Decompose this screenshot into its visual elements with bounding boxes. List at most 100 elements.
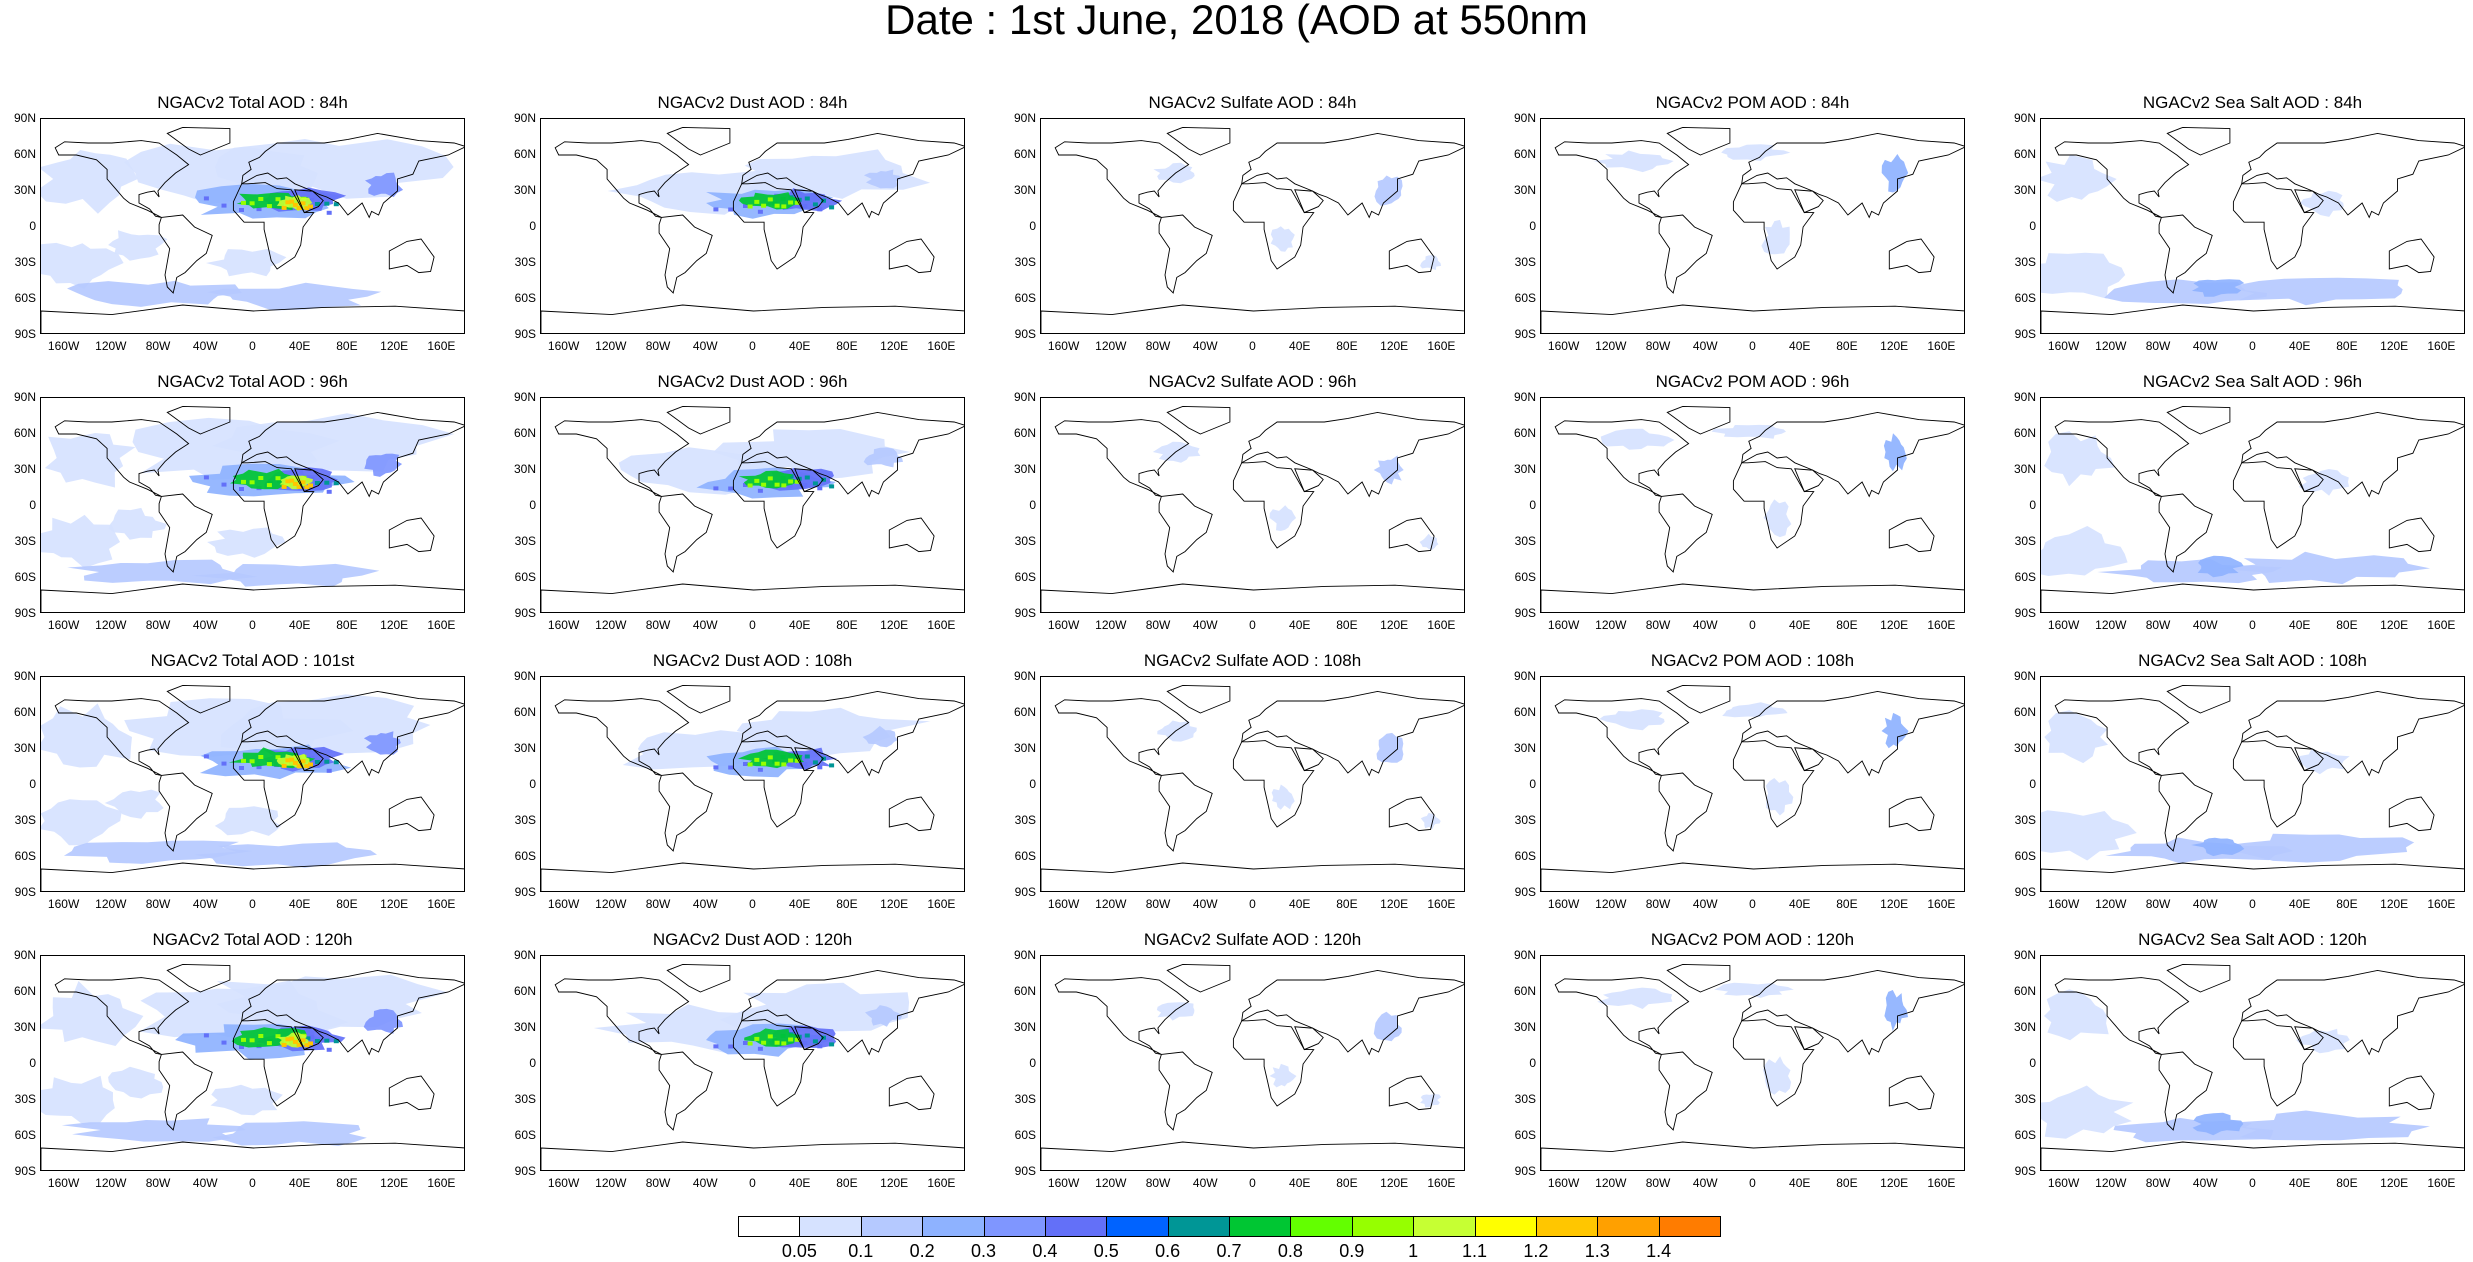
latitude-tick-label: 0: [1029, 1056, 1036, 1070]
latitude-tick-label: 30S: [514, 1092, 536, 1106]
aod-hotspot: [757, 209, 763, 214]
aod-field-patch: [2041, 252, 2126, 299]
map-canvas: [1041, 963, 1464, 1170]
latitude-tick-label: 60S: [14, 570, 36, 584]
latitude-tick-label: 30N: [2013, 1020, 2036, 1034]
coastline: [1794, 1026, 1824, 1051]
longitude-tick-label: 40W: [192, 339, 218, 353]
coastline: [294, 1026, 324, 1051]
coastline: [1732, 461, 1815, 549]
map-canvas: [2041, 405, 2464, 612]
longitude-tick-label: 80W: [645, 1176, 671, 1190]
map-canvas: [41, 126, 464, 333]
aod-hotspot: [249, 480, 255, 485]
aod-field-patch: [2044, 989, 2109, 1041]
latitude-tick-label: 60N: [513, 147, 536, 161]
map-frame: [2040, 397, 2465, 613]
longitude-tick-label: 80E: [1336, 618, 1358, 632]
coastline: [658, 1051, 713, 1131]
latitude-tick-label: 30N: [1013, 1020, 1036, 1034]
latitude-tick-label: 60N: [2013, 984, 2036, 998]
coastline: [1888, 517, 1935, 553]
coastline: [741, 969, 964, 1056]
latitude-tick-label: 60S: [514, 291, 536, 305]
coastline: [1794, 189, 1824, 214]
longitude-tick-label: 80E: [2336, 897, 2358, 911]
longitude-tick-label: 160E: [2427, 1176, 2456, 1190]
colorbar-swatch: [1658, 1216, 1722, 1237]
aod-field-patch: [1157, 720, 1197, 742]
coastline: [1388, 517, 1435, 553]
map-frame: [40, 118, 465, 334]
aod-hotspot: [281, 205, 287, 210]
aod-field-patch: [41, 981, 144, 1046]
longitude-tick-label: 160W: [2047, 618, 2080, 632]
longitude-tick-label: 120E: [2380, 897, 2409, 911]
aod-field-patch: [67, 559, 258, 585]
coastline: [666, 405, 731, 435]
aod-hotspot: [289, 1036, 295, 1041]
latitude-tick-label: 0: [1029, 777, 1036, 791]
aod-hotspot: [249, 1038, 255, 1043]
aod-field-patch: [276, 194, 313, 211]
coastline: [1054, 419, 1190, 497]
aod-hotspot: [308, 1041, 313, 1046]
longitude-tick-label: 160W: [47, 618, 80, 632]
aod-hotspot: [713, 1044, 719, 1049]
aod-field-patch: [1763, 1056, 1792, 1095]
longitude-tick-label: 80W: [145, 897, 171, 911]
coastline: [1041, 1141, 1464, 1170]
coastline: [166, 963, 231, 993]
aod-hotspot: [788, 200, 794, 205]
aod-field-patch: [1420, 1094, 1442, 1108]
latitude-tick-label: 30N: [2013, 462, 2036, 476]
longitude-tick-label: 120W: [2095, 339, 2127, 353]
latitude-tick-label: 30N: [1513, 741, 1536, 755]
longitude-tick-label: 80E: [1336, 897, 1358, 911]
panel-title: NGACv2 Sulfate AOD : 84h: [1148, 93, 1357, 112]
colorbar-level-label: 0.7: [1216, 1241, 1242, 1261]
longitude-tick-label: 160E: [427, 897, 456, 911]
longitude-tick-label: 40E: [289, 897, 311, 911]
latitude-tick-label: 60S: [14, 291, 36, 305]
longitude-tick-label: 80E: [1336, 339, 1358, 353]
longitude-tick-label: 120W: [95, 897, 127, 911]
aod-hotspot: [300, 201, 306, 206]
aod-hotspot: [754, 757, 760, 762]
coastline: [1666, 126, 1731, 156]
aod-hotspot: [203, 196, 209, 201]
coastline: [658, 772, 713, 852]
map-frame: [2040, 676, 2465, 892]
panel-title: NGACv2 Dust AOD : 120h: [652, 930, 853, 949]
coastline: [1888, 238, 1935, 274]
longitude-tick-label: 40W: [1692, 618, 1718, 632]
longitude-tick-label: 160E: [1427, 897, 1456, 911]
aod-hotspot: [794, 479, 800, 484]
aod-field-patch: [1271, 784, 1295, 810]
coastline: [2232, 740, 2315, 828]
coastline: [232, 740, 315, 828]
longitude-tick-label: 120E: [1380, 339, 1409, 353]
latitude-tick-label: 90N: [13, 390, 36, 404]
longitude-tick-label: 40W: [192, 618, 218, 632]
coastline: [2166, 126, 2231, 156]
longitude-tick-label: 160E: [1927, 618, 1956, 632]
coastline: [2294, 747, 2324, 772]
coastline: [1541, 304, 1964, 333]
aod-hotspot: [289, 478, 295, 483]
aod-field-patch: [1714, 982, 1794, 998]
aod-hotspot: [788, 474, 794, 479]
coastline: [666, 126, 731, 156]
longitude-tick-label: 120E: [1880, 897, 1909, 911]
latitude-tick-label: 30N: [1013, 741, 1036, 755]
aod-hotspot: [314, 1039, 320, 1043]
aod-hotspot: [241, 479, 246, 484]
colorbar-swatch: [1351, 1216, 1415, 1237]
latitude-tick-label: 0: [2029, 219, 2036, 233]
coastline: [1554, 698, 1690, 776]
aod-hotspot: [221, 482, 227, 487]
aod-hotspot: [812, 1039, 818, 1044]
coastline: [1158, 772, 1213, 852]
aod-hotspot: [713, 765, 719, 770]
aod-hotspot: [296, 484, 302, 489]
